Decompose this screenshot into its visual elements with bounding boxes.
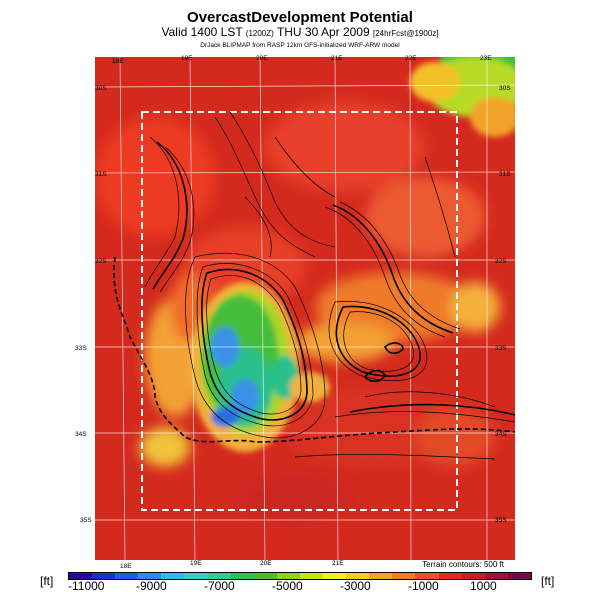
bottom-tick-3: 21E — [332, 560, 344, 567]
colorbar-swatch-2 — [115, 573, 139, 579]
colorbar-swatch-18 — [484, 573, 508, 579]
top-tick-1: 19E — [181, 55, 193, 62]
colorbar-swatch-8 — [253, 573, 277, 579]
left-tick-4: 34S — [75, 431, 87, 438]
colorbar-swatch-10 — [299, 573, 324, 579]
colorbar-swatch-13 — [369, 573, 393, 579]
overcast-map — [94, 27, 560, 561]
colorbar-swatch-7 — [230, 573, 254, 579]
top-tick-3: 21E — [331, 55, 343, 62]
right-tick-0: 30S — [499, 85, 511, 92]
unit-right: [ft] — [541, 574, 555, 588]
terrain-contours — [144, 111, 516, 460]
colorbar-swatch-0 — [69, 573, 93, 579]
colorbar-swatch-11 — [323, 573, 347, 579]
bottom-tick-1: 19E — [190, 560, 202, 567]
map-svg — [94, 27, 560, 561]
colorbar-swatch-19 — [507, 573, 531, 579]
right-tick-2: 32S — [495, 258, 507, 265]
left-tick-1: 31S — [95, 171, 107, 178]
colorbar-swatch-9 — [276, 573, 300, 579]
cb-label-2: -7000 — [204, 579, 235, 593]
colorbar-swatch-16 — [438, 573, 462, 579]
top-tick-5: 23E — [480, 55, 492, 62]
colorbar — [68, 572, 532, 580]
valid-time: Valid 1400 LST (1200Z) THU 30 Apr 2009 [… — [0, 25, 600, 39]
right-tick-5: 35S — [495, 517, 507, 524]
field-blotches — [95, 102, 500, 522]
coastline — [113, 256, 516, 443]
model-credit: DrJack BLIPMAP from RASP 12km GFS-initia… — [200, 42, 400, 49]
top-tick-2: 20E — [256, 55, 268, 62]
right-tick-4: 34S — [495, 431, 507, 438]
cb-label-0: -11000 — [68, 579, 105, 593]
colorbar-swatch-3 — [138, 573, 162, 579]
left-tick-2: 32S — [95, 258, 107, 265]
top-tick-0: 18E — [112, 58, 124, 65]
cb-label-1: -9000 — [136, 579, 167, 593]
colorbar-swatch-14 — [392, 573, 416, 579]
graticule — [94, 56, 516, 561]
chart-title: OvercastDevelopment Potential — [187, 9, 413, 26]
terrain-contours-major — [152, 141, 516, 421]
cb-label-3: -5000 — [272, 579, 303, 593]
cb-label-5: -1000 — [408, 579, 439, 593]
colorbar-swatch-6 — [207, 573, 231, 579]
colorbar-swatch-4 — [161, 573, 185, 579]
right-tick-1: 31S — [499, 171, 511, 178]
valid-main: Valid 1400 LST — [161, 25, 243, 39]
cb-label-6: 1000 — [470, 579, 497, 593]
left-tick-5: 35S — [80, 517, 92, 524]
valid-time-small: (1200Z) — [245, 29, 274, 38]
colorbar-swatch-5 — [184, 573, 208, 579]
colorbar-swatch-12 — [346, 573, 370, 579]
valid-date: THU 30 Apr 2009 — [276, 25, 370, 39]
left-tick-0: 30S — [95, 85, 107, 92]
colorbar-swatch-15 — [415, 573, 439, 579]
colorbar-swatch-1 — [92, 573, 116, 579]
top-tick-4: 22E — [405, 55, 417, 62]
forecast-small: [24hrFcst@1900z] — [373, 29, 439, 38]
bottom-tick-2: 20E — [260, 560, 272, 567]
unit-left: [ft] — [40, 574, 54, 588]
bottom-tick-0: 18E — [120, 563, 132, 570]
central-low-area — [190, 282, 330, 452]
cb-label-4: -3000 — [340, 579, 371, 593]
terrain-contour-note: Terrain contours: 500 ft — [422, 560, 504, 569]
right-tick-3: 33S — [495, 345, 507, 352]
colorbar-swatch-17 — [461, 573, 485, 579]
inner-domain-box — [141, 111, 458, 511]
left-tick-3: 33S — [75, 345, 87, 352]
